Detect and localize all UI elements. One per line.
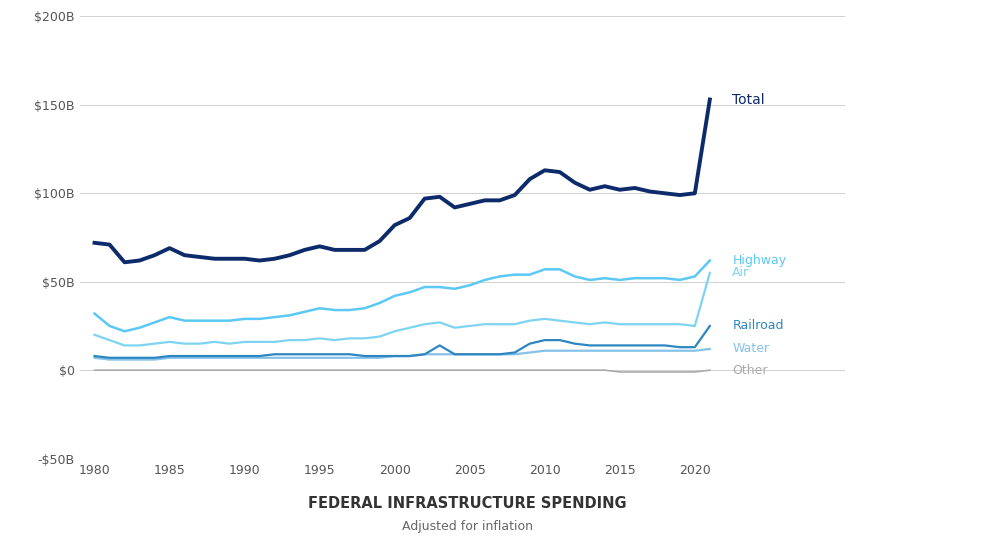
- Text: Air: Air: [733, 266, 749, 280]
- Text: Total: Total: [733, 92, 765, 106]
- Text: Other: Other: [733, 364, 767, 377]
- Text: Railroad: Railroad: [733, 319, 784, 333]
- Text: Highway: Highway: [733, 254, 786, 267]
- Text: Adjusted for inflation: Adjusted for inflation: [402, 520, 533, 532]
- Text: FEDERAL INFRASTRUCTURE SPENDING: FEDERAL INFRASTRUCTURE SPENDING: [308, 496, 626, 511]
- Text: Water: Water: [733, 342, 769, 355]
